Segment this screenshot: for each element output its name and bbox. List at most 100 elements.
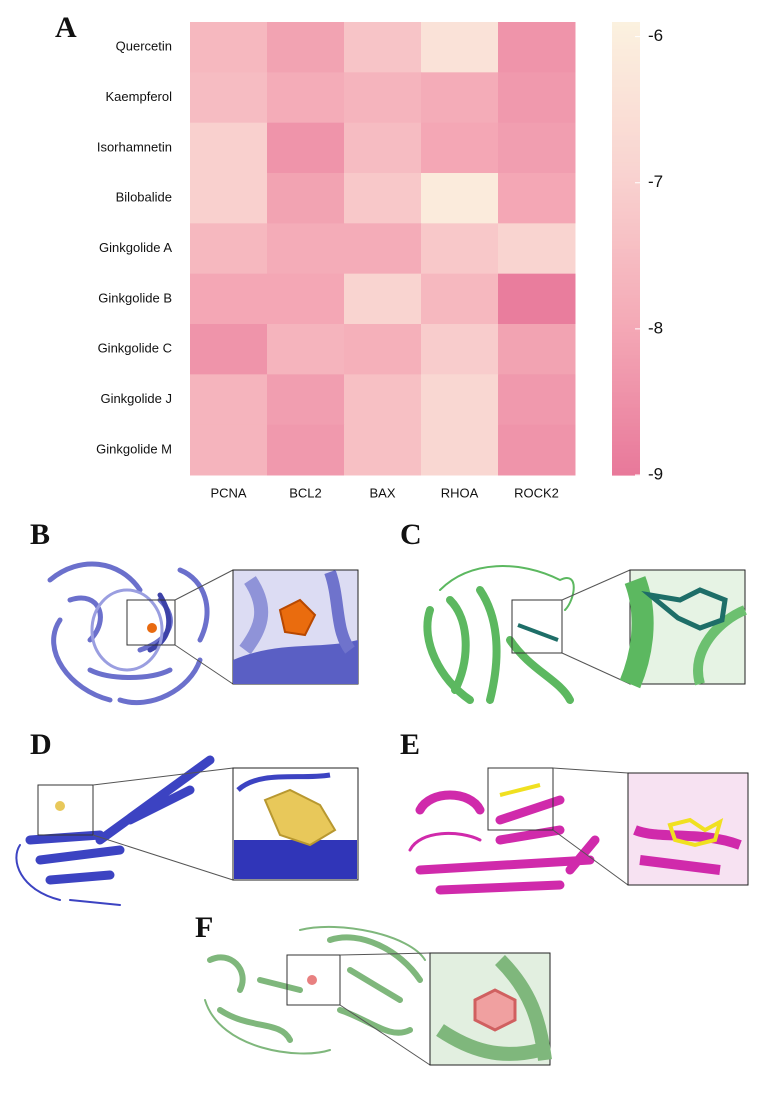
heatmap-cell [344,324,422,375]
heatmap-cell [498,122,576,174]
protein-b [47,561,210,706]
colorbar-segment [612,418,640,423]
protein-e [408,790,600,895]
heatmap-cell [421,72,499,124]
zoom-line [174,644,234,685]
colorbar-segment [612,169,640,174]
protein-c [423,565,575,704]
colorbar-segment [612,433,640,438]
colorbar-segment [612,331,640,336]
row-label: Ginkgolide C [98,341,172,356]
colorbar-segment [612,161,640,167]
zoom-line [174,569,234,601]
heatmap-cell [421,22,499,73]
heatmap-cell [190,72,268,124]
panel-letter: C [400,518,422,551]
colorbar-segment [612,252,640,257]
colorbar-segment [612,206,640,212]
colorbar-segment [612,324,640,329]
colorbar-segment [612,218,640,223]
colorbar-segment [612,327,640,333]
row-label: Quercetin [116,39,172,54]
panel-letter: A [55,11,77,44]
colorbar-segment [612,89,640,95]
colorbar-segment [612,108,640,114]
colorbar-segment [612,410,640,416]
zoom-line [561,652,631,685]
heatmap-cell [498,273,576,325]
heatmap-cell [421,173,499,224]
colorbar-segment [612,214,640,219]
row-label: Ginkgolide A [99,240,172,255]
heatmap-cell [421,374,499,426]
colorbar-segment [612,463,640,469]
zoom-line [339,1004,431,1066]
zoom-line [339,952,431,956]
colorbar-segment [612,286,640,291]
colorbar-segment [612,339,640,344]
colorbar-segment [612,320,640,325]
colorbar-segment [612,25,640,31]
colorbar-segment [612,86,640,91]
colorbar-segment [612,44,640,50]
heatmap-cell [344,122,422,174]
heatmap-cell [344,72,422,124]
heatmap-cell [498,374,576,426]
colorbar-tick-label: -6 [648,26,663,45]
heatmap-cell [421,324,499,375]
colorbar-segment [612,308,640,314]
heatmap-cell [344,223,422,275]
colorbar-tick-label: -8 [648,318,663,337]
colorbar-segment [612,361,640,367]
heatmap-cell [344,22,422,73]
colorbar-segment [612,403,640,408]
colorbar-segment [612,222,640,227]
zoom-line [561,569,631,601]
heatmap-cell [267,173,345,224]
colorbar-segment [612,399,640,404]
heatmap-cell [267,72,345,124]
colorbar-segment [612,40,640,46]
colorbar-segment [612,429,640,435]
zoom-box [126,599,176,646]
inset-c [619,569,748,689]
colorbar-segment [612,142,640,148]
heatmap-cell [421,424,499,476]
colorbar-segment [612,188,640,193]
colorbar-segment [612,184,640,189]
colorbar-segment [612,154,640,159]
colorbar-segment [612,29,640,34]
inset-e [627,772,749,886]
colorbar-segment [612,248,640,253]
row-label: Isorhamnetin [97,139,172,154]
colorbar-segment [612,437,640,442]
colorbar-segment [612,22,640,27]
colorbar-segment [612,448,640,453]
row-label: Bilobalide [116,190,172,205]
heatmap-cell [190,173,268,224]
colorbar-segment [612,229,640,234]
panel-letter: F [195,911,213,944]
colorbar-segment [612,274,640,280]
colorbar-segment [612,135,640,140]
heatmap-cell [344,173,422,224]
heatmap-cell [498,424,576,476]
protein-f [204,925,426,1055]
colorbar-segment [612,290,640,295]
column-label: ROCK2 [514,485,559,500]
colorbar-segment [612,37,640,42]
colorbar-segment [612,365,640,370]
heatmap-cell [190,22,268,73]
colorbar-segment [612,346,640,352]
colorbar-segment [612,131,640,136]
column-label: BCL2 [289,485,322,500]
heatmap-cell [267,424,345,476]
heatmap-cell [267,374,345,426]
colorbar-segment [612,471,640,476]
colorbar-segment [612,384,640,389]
colorbar-segment [612,157,640,163]
heatmap-cell [344,273,422,325]
colorbar-segment [612,150,640,155]
colorbar-segment [612,105,640,110]
